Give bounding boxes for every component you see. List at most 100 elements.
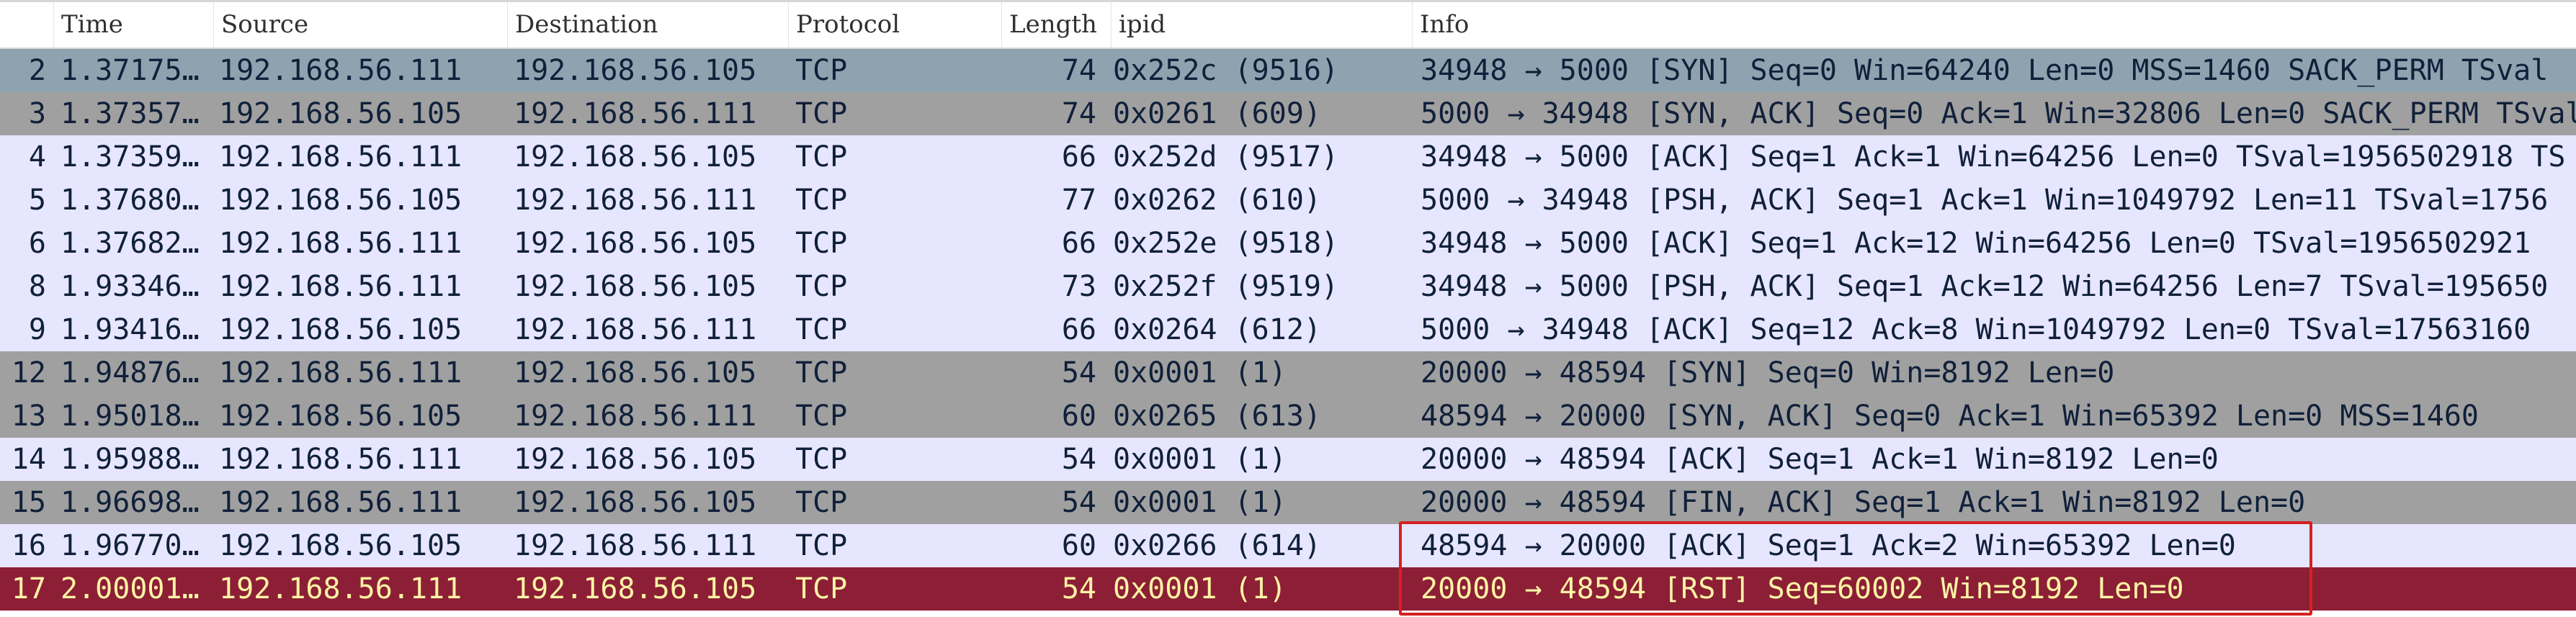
packet-source: 192.168.56.111 <box>219 572 462 605</box>
packet-source: 192.168.56.105 <box>219 400 462 433</box>
column-header-destination[interactable]: Destination <box>507 2 788 48</box>
packet-protocol: TCP <box>795 356 848 389</box>
packet-info: 20000 → 48594 [SYN] Seq=0 Win=8192 Len=0 <box>1421 356 2115 389</box>
highlight-box <box>1399 521 2312 616</box>
packet-destination: 192.168.56.105 <box>514 270 757 303</box>
column-header-source[interactable]: Source <box>213 2 507 48</box>
packet-protocol: TCP <box>795 443 848 476</box>
packet-time: 1.37357… <box>61 97 200 130</box>
packet-ipid: 0x252e (9518) <box>1113 227 1339 260</box>
packet-row[interactable]: 14 1.95988… 192.168.56.111 192.168.56.105 TC… <box>0 438 2576 481</box>
packet-number: 6 <box>28 227 46 260</box>
packet-source: 192.168.56.105 <box>219 529 462 562</box>
packet-time: 1.37359… <box>61 140 200 174</box>
packet-length: 60 <box>1061 529 1096 562</box>
packet-info: 5000 → 34948 [ACK] Seq=12 Ack=8 Win=1049… <box>1421 313 2531 346</box>
packet-time: 1.93346… <box>61 270 200 303</box>
packet-source: 192.168.56.105 <box>219 313 462 346</box>
packet-length: 54 <box>1061 356 1096 389</box>
packet-ipid: 0x0001 (1) <box>1113 443 1287 476</box>
column-header-protocol[interactable]: Protocol <box>788 2 1001 48</box>
packet-destination: 192.168.56.111 <box>514 529 757 562</box>
packet-protocol: TCP <box>795 572 848 605</box>
packet-number: 15 <box>11 486 46 519</box>
packet-source: 192.168.56.111 <box>219 486 462 519</box>
packet-ipid: 0x252f (9519) <box>1113 270 1339 303</box>
packet-row[interactable]: 6 1.37682… 192.168.56.111 192.168.56.105 TCP… <box>0 222 2576 265</box>
packet-destination: 192.168.56.105 <box>514 486 757 519</box>
column-header-info[interactable]: Info <box>1412 2 2576 48</box>
packet-protocol: TCP <box>795 140 848 174</box>
packet-info: 48594 → 20000 [ACK] Seq=1 Ack=2 Win=6539… <box>1421 529 2236 562</box>
packet-protocol: TCP <box>795 486 848 519</box>
packet-ipid: 0x0262 (610) <box>1113 184 1321 217</box>
packet-number: 3 <box>28 97 46 130</box>
packet-row[interactable]: 17 2.00001… 192.168.56.111 192.168.56.105 TC… <box>0 567 2576 611</box>
packet-row[interactable]: 3 1.37357… 192.168.56.105 192.168.56.111 TCP… <box>0 92 2576 135</box>
packet-ipid: 0x252d (9517) <box>1113 140 1339 174</box>
column-header-time[interactable]: Time <box>53 2 213 48</box>
packet-length: 73 <box>1061 270 1096 303</box>
packet-row[interactable]: 15 1.96698… 192.168.56.111 192.168.56.105 TC… <box>0 481 2576 524</box>
packet-destination: 192.168.56.105 <box>514 356 757 389</box>
packet-info: 34948 → 5000 [ACK] Seq=1 Ack=12 Win=6425… <box>1421 227 2531 260</box>
packet-ipid: 0x0001 (1) <box>1113 572 1287 605</box>
packet-length: 77 <box>1061 184 1096 217</box>
packet-row[interactable]: 16 1.96770… 192.168.56.105 192.168.56.111 TC… <box>0 524 2576 567</box>
packet-row[interactable]: 9 1.93416… 192.168.56.105 192.168.56.111 TCP… <box>0 308 2576 351</box>
packet-row[interactable]: 12 1.94876… 192.168.56.111 192.168.56.105 TC… <box>0 351 2576 395</box>
packet-list-header: Time Source Destination Protocol Length … <box>0 0 2576 49</box>
packet-source: 192.168.56.105 <box>219 184 462 217</box>
packet-source: 192.168.56.111 <box>219 443 462 476</box>
packet-destination: 192.168.56.105 <box>514 227 757 260</box>
packet-source: 192.168.56.111 <box>219 140 462 174</box>
packet-protocol: TCP <box>795 227 848 260</box>
packet-time: 1.37682… <box>61 227 200 260</box>
packet-length: 74 <box>1061 97 1096 130</box>
packet-time: 1.95018… <box>61 400 200 433</box>
packet-info: 20000 → 48594 [RST] Seq=60002 Win=8192 L… <box>1421 572 2184 605</box>
packet-time: 2.00001… <box>61 572 200 605</box>
packet-ipid: 0x252c (9516) <box>1113 54 1339 87</box>
packet-destination: 192.168.56.111 <box>514 313 757 346</box>
packet-length: 54 <box>1061 486 1096 519</box>
packet-length: 60 <box>1061 400 1096 433</box>
packet-time: 1.96698… <box>61 486 200 519</box>
packet-number: 13 <box>11 400 46 433</box>
packet-length: 74 <box>1061 54 1096 87</box>
packet-length: 54 <box>1061 572 1096 605</box>
packet-source: 192.168.56.111 <box>219 356 462 389</box>
packet-protocol: TCP <box>795 313 848 346</box>
packet-length: 54 <box>1061 443 1096 476</box>
column-header-ipid[interactable]: ipid <box>1111 2 1412 48</box>
packet-source: 192.168.56.105 <box>219 97 462 130</box>
packet-time: 1.95988… <box>61 443 200 476</box>
packet-info: 34948 → 5000 [PSH, ACK] Seq=1 Ack=12 Win… <box>1421 270 2549 303</box>
packet-info: 5000 → 34948 [PSH, ACK] Seq=1 Ack=1 Win=… <box>1421 184 2549 217</box>
packet-ipid: 0x0261 (609) <box>1113 97 1321 130</box>
packet-destination: 192.168.56.111 <box>514 97 757 130</box>
packet-source: 192.168.56.111 <box>219 54 462 87</box>
packet-number: 14 <box>11 443 46 476</box>
packet-time: 1.37175… <box>61 54 200 87</box>
packet-protocol: TCP <box>795 54 848 87</box>
packet-protocol: TCP <box>795 184 848 217</box>
packet-number: 5 <box>28 184 46 217</box>
packet-row[interactable]: 13 1.95018… 192.168.56.105 192.168.56.111 TC… <box>0 395 2576 438</box>
packet-info: 34948 → 5000 [SYN] Seq=0 Win=64240 Len=0… <box>1421 54 2549 87</box>
packet-row[interactable]: 2 1.37175… 192.168.56.111 192.168.56.105 TCP… <box>0 49 2576 92</box>
column-header-length[interactable]: Length <box>1001 2 1111 48</box>
packet-number: 2 <box>28 54 46 87</box>
packet-protocol: TCP <box>795 400 848 433</box>
packet-time: 1.37680… <box>61 184 200 217</box>
packet-row[interactable]: 4 1.37359… 192.168.56.111 192.168.56.105 TCP… <box>0 135 2576 179</box>
packet-number: 8 <box>28 270 46 303</box>
column-header-no[interactable] <box>0 2 50 48</box>
packet-time: 1.96770… <box>61 529 200 562</box>
packet-info: 20000 → 48594 [ACK] Seq=1 Ack=1 Win=8192… <box>1421 443 2219 476</box>
packet-info: 48594 → 20000 [SYN, ACK] Seq=0 Ack=1 Win… <box>1421 400 2479 433</box>
packet-row[interactable]: 5 1.37680… 192.168.56.105 192.168.56.111 TCP… <box>0 179 2576 222</box>
packet-time: 1.94876… <box>61 356 200 389</box>
packet-row[interactable]: 8 1.93346… 192.168.56.111 192.168.56.105 TCP… <box>0 265 2576 308</box>
